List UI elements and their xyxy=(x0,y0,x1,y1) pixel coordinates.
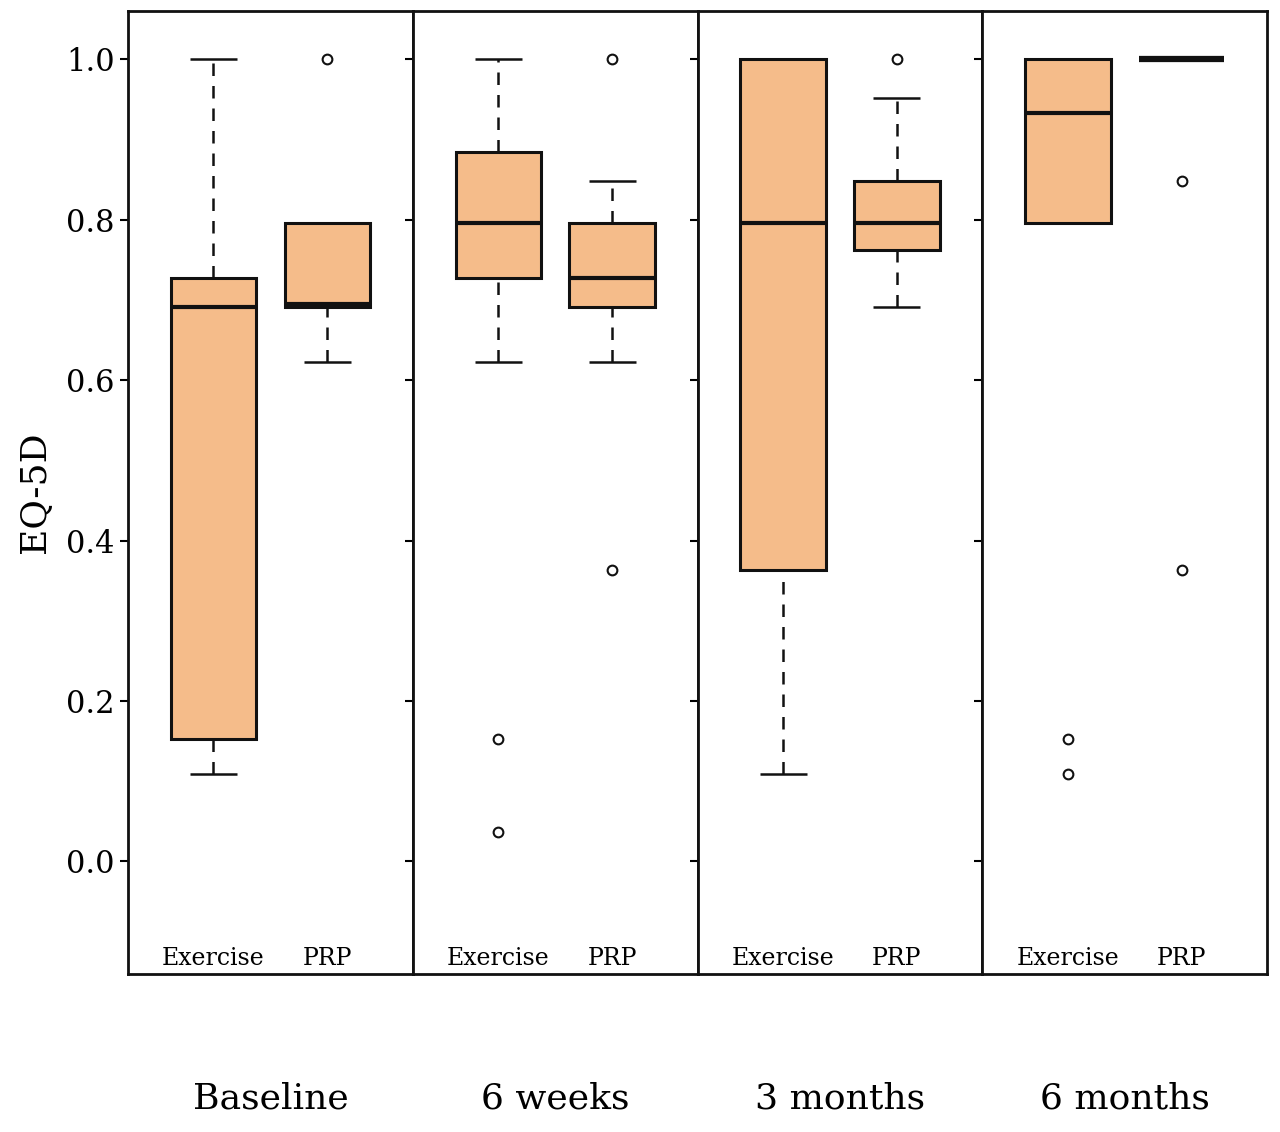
Text: Exercise: Exercise xyxy=(163,946,265,969)
Text: 6 months: 6 months xyxy=(1039,1081,1210,1115)
Text: 6 weeks: 6 weeks xyxy=(481,1081,630,1115)
Text: PRP: PRP xyxy=(1157,946,1207,969)
Text: PRP: PRP xyxy=(588,946,637,969)
Bar xyxy=(456,152,541,278)
Bar xyxy=(170,278,256,739)
Text: PRP: PRP xyxy=(872,946,922,969)
Text: Exercise: Exercise xyxy=(1016,946,1119,969)
Text: PRP: PRP xyxy=(302,946,352,969)
Bar xyxy=(284,223,370,307)
Bar xyxy=(570,223,655,307)
Text: Baseline: Baseline xyxy=(192,1081,348,1115)
Bar xyxy=(1025,60,1111,223)
Y-axis label: EQ-5D: EQ-5D xyxy=(18,431,52,554)
Text: 3 months: 3 months xyxy=(755,1081,925,1115)
Text: Exercise: Exercise xyxy=(732,946,835,969)
Bar xyxy=(854,180,940,250)
Text: Exercise: Exercise xyxy=(447,946,549,969)
Bar xyxy=(740,60,826,571)
